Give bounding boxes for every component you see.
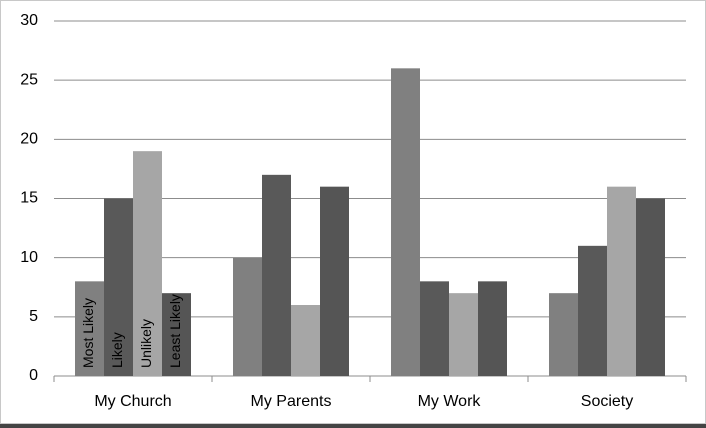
- bar: [578, 245, 607, 376]
- series-label: Most Likely: [80, 298, 96, 368]
- bar: [636, 198, 665, 376]
- bar: [391, 68, 420, 376]
- bar: [262, 174, 291, 376]
- y-tick-label: 30: [20, 12, 38, 29]
- series-label: Likely: [109, 332, 125, 368]
- bottom-edge: [0, 424, 706, 428]
- bar: [607, 186, 636, 376]
- y-tick-label: 20: [20, 131, 38, 148]
- x-tick-label: My Parents: [251, 393, 332, 410]
- x-tick-label: Society: [581, 393, 633, 410]
- y-tick-label: 0: [29, 367, 38, 384]
- series-label: Least Likely: [167, 294, 183, 368]
- series-label: Unlikely: [138, 319, 154, 368]
- y-tick-label: 25: [20, 71, 38, 88]
- bar: [320, 186, 349, 376]
- bar: [133, 151, 162, 376]
- bar: [291, 305, 320, 376]
- bar: [478, 281, 507, 376]
- x-tick-label: My Work: [418, 393, 482, 410]
- y-tick-label: 10: [20, 249, 38, 266]
- bar: [162, 293, 191, 376]
- bar: [449, 293, 478, 376]
- bar: [75, 281, 104, 376]
- bar: [420, 281, 449, 376]
- x-tick-label: My Church: [94, 393, 171, 410]
- bar: [549, 293, 578, 376]
- y-tick-label: 5: [29, 308, 38, 325]
- y-tick-label: 15: [20, 190, 38, 207]
- bar: [233, 257, 262, 376]
- bar: [104, 198, 133, 376]
